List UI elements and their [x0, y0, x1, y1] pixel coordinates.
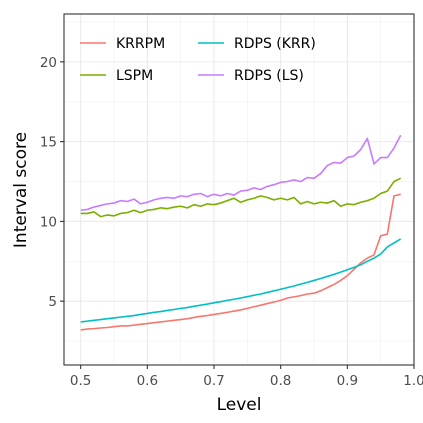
legend: KRRPM LSPM RDPS (KRR) RDPS (LS): [80, 36, 316, 84]
x-tick-label: 0.6: [137, 373, 158, 389]
y-tick-label: 5: [48, 294, 57, 310]
series-line-rdps-krr: [80, 238, 402, 323]
x-tick-label: 0.8: [270, 373, 291, 389]
y-tick-label: 10: [40, 214, 57, 230]
series-line-krrpm: [80, 193, 401, 331]
y-tick-label: 20: [40, 55, 57, 71]
legend-label-lspm: LSPM: [116, 68, 153, 84]
y-tick-label: 15: [40, 135, 57, 151]
series-line-rdps-ls: [80, 134, 402, 212]
x-tick-label: 0.5: [70, 373, 91, 389]
y-axis-title: Interval score: [11, 132, 31, 248]
x-axis-title: Level: [217, 395, 262, 415]
plot-panel-border: [63, 13, 415, 366]
y-axis: 5 10 15 20: [40, 55, 64, 310]
x-tick-label: 1.0: [403, 373, 423, 389]
legend-label-krrpm: KRRPM: [116, 36, 165, 52]
legend-label-rdps-krr: RDPS (KRR): [234, 36, 316, 52]
legend-label-rdps-ls: RDPS (LS): [234, 68, 304, 84]
series-line-lspm: [80, 177, 402, 218]
x-axis: 0.5 0.6 0.7 0.8 0.9 1.0: [70, 365, 423, 389]
x-tick-label: 0.9: [337, 373, 358, 389]
x-tick-label: 0.7: [203, 373, 224, 389]
series-lines: [80, 134, 402, 331]
